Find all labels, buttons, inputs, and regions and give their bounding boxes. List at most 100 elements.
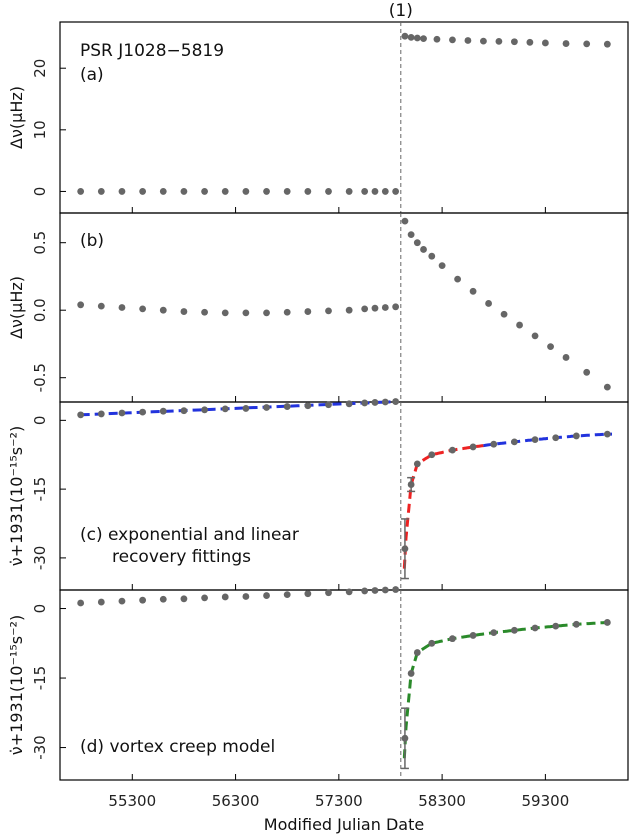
y-tick-label-a: 20 — [31, 59, 49, 78]
y-tick-label-b: 0.5 — [31, 231, 49, 255]
data-point-a — [361, 188, 369, 195]
x-tick-label: 55300 — [108, 792, 156, 810]
data-point-b — [485, 300, 492, 307]
data-point-b — [392, 303, 400, 311]
data-point-a — [139, 188, 147, 195]
data-point-c — [361, 399, 369, 407]
data-point-a — [304, 188, 312, 195]
data-point-c — [283, 403, 291, 410]
data-point-c — [413, 460, 421, 468]
data-point-a — [464, 37, 472, 44]
data-point-b — [221, 309, 229, 317]
data-point-a — [97, 188, 105, 195]
y-axis-title-d: ν̇+1931(10⁻¹⁵s⁻²) — [7, 615, 26, 755]
panel-title: PSR J1028−5819 — [80, 41, 224, 61]
data-point-d — [531, 624, 539, 632]
data-point-d — [242, 593, 250, 600]
data-point-a — [495, 38, 503, 45]
data-point-c — [469, 443, 477, 451]
data-point-c — [407, 481, 415, 488]
glitch-label: (1) — [389, 1, 413, 21]
data-point-b — [413, 239, 421, 247]
data-point-d — [180, 595, 188, 603]
data-point-a — [392, 188, 400, 195]
data-point-d — [449, 635, 456, 643]
data-point-c — [201, 406, 208, 414]
data-point-c — [401, 545, 409, 553]
data-point-a — [242, 188, 250, 195]
data-point-c — [572, 432, 580, 440]
data-point-d — [77, 599, 85, 607]
data-point-c — [511, 438, 518, 446]
data-point-b — [371, 304, 379, 312]
data-point-b — [438, 262, 446, 270]
panel-label-d: (d) vortex creep model — [80, 737, 275, 757]
data-point-b — [401, 217, 409, 225]
data-point-c — [139, 408, 147, 416]
data-point-a — [401, 32, 409, 40]
data-point-d — [407, 670, 415, 677]
data-point-a — [433, 35, 441, 43]
data-point-d — [572, 620, 580, 628]
data-point-c — [490, 440, 498, 448]
data-point-d — [304, 590, 312, 598]
data-point-a — [159, 188, 167, 195]
y-axis-title-b: Δν(μHz) — [7, 276, 26, 339]
y-tick-label-b: -0.5 — [31, 363, 49, 392]
data-point-a — [381, 188, 389, 195]
data-point-d — [159, 595, 167, 603]
data-point-a — [201, 188, 208, 195]
data-point-c — [449, 446, 456, 454]
data-point-d — [371, 587, 379, 594]
data-point-d — [283, 591, 291, 599]
data-point-d — [603, 619, 611, 626]
data-point-a — [180, 188, 188, 195]
data-point-b — [583, 368, 591, 376]
x-tick-label: 59300 — [522, 792, 570, 810]
panel-label-a: (a) — [80, 65, 104, 85]
y-tick-label-b: 0.0 — [31, 298, 49, 322]
data-point-c — [304, 402, 312, 410]
data-point-d — [511, 626, 518, 634]
data-point-d — [401, 734, 409, 742]
data-point-a — [420, 35, 427, 43]
data-point-b — [547, 343, 554, 351]
data-point-b — [428, 252, 436, 260]
data-point-b — [283, 308, 291, 316]
data-point-c — [428, 451, 436, 459]
fit-curve-c-0 — [80, 400, 391, 417]
y-tick-label-a: 10 — [31, 120, 49, 139]
data-point-a — [541, 39, 549, 47]
data-point-b — [381, 304, 389, 311]
x-tick-label: 58300 — [418, 792, 466, 810]
data-point-b — [242, 309, 250, 317]
data-point-c — [263, 404, 270, 411]
data-point-b — [304, 308, 312, 315]
data-point-d — [221, 593, 229, 601]
data-point-b — [139, 305, 147, 313]
data-point-a — [371, 188, 379, 195]
data-point-d — [201, 594, 208, 602]
data-point-b — [500, 310, 508, 318]
x-tick-label: 57300 — [315, 792, 363, 810]
y-tick-label-d: 0 — [31, 604, 49, 614]
y-tick-label-c: -30 — [31, 546, 49, 571]
data-point-b — [516, 321, 523, 329]
data-point-d — [118, 597, 126, 605]
data-point-b — [531, 332, 539, 340]
fit-curve-c-2 — [483, 432, 612, 448]
data-point-d — [413, 649, 421, 656]
y-tick-label-d: -15 — [31, 666, 49, 691]
data-point-d — [381, 586, 389, 594]
data-point-c — [552, 434, 560, 442]
data-point-c — [180, 407, 188, 415]
x-tick-label: 56300 — [212, 792, 260, 810]
data-point-b — [159, 306, 167, 314]
data-point-a — [480, 37, 487, 45]
data-point-c — [242, 405, 250, 412]
data-point-a — [511, 38, 518, 46]
data-point-a — [77, 188, 85, 195]
data-point-d — [97, 598, 105, 606]
data-point-a — [407, 34, 415, 41]
